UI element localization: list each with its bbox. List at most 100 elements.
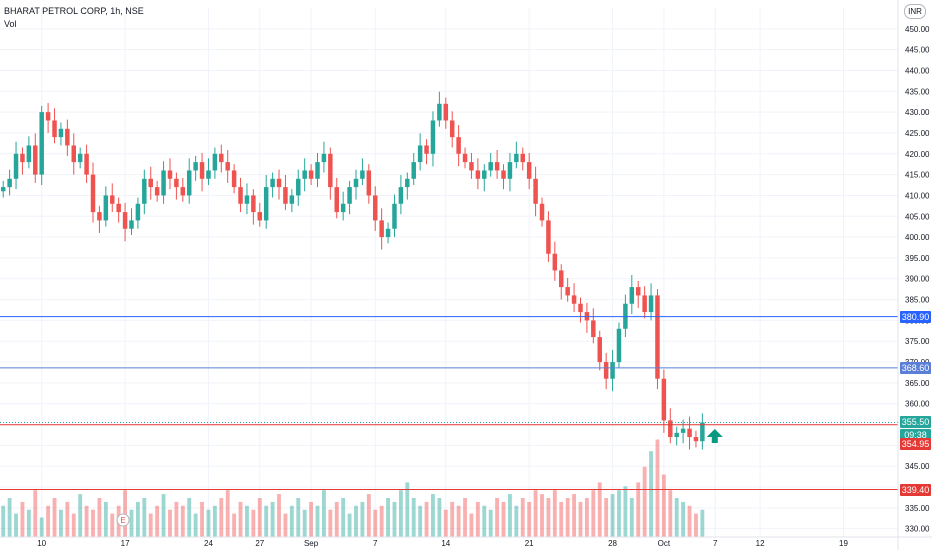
volume-bar xyxy=(469,513,474,537)
volume-bar xyxy=(84,505,89,537)
time-tick-label: 14 xyxy=(441,539,450,548)
volume-bar xyxy=(321,490,326,537)
arrow-shape xyxy=(706,429,723,444)
volume-bar xyxy=(687,505,692,537)
volume-bar xyxy=(168,509,172,537)
time-tick-label: 12 xyxy=(756,539,765,548)
volume-bar xyxy=(289,505,294,537)
candle-body xyxy=(0,187,6,192)
volume-bar xyxy=(475,501,480,537)
candle-body xyxy=(244,195,250,204)
volume-bar xyxy=(315,505,320,537)
candle-body xyxy=(597,337,602,363)
price-tick-label: 385.00 xyxy=(905,296,930,305)
price-tick-label: 450.00 xyxy=(905,25,930,34)
volume-bar xyxy=(456,505,461,537)
time-tick-label: 19 xyxy=(839,539,848,548)
candle-body xyxy=(398,187,404,204)
price-tag: 368.60 xyxy=(900,361,931,374)
volume-bar xyxy=(33,490,38,537)
symbol-title[interactable]: BHARAT PETROL CORP, 1h, NSE xyxy=(4,6,144,16)
candle-body xyxy=(296,178,301,196)
volume-bar xyxy=(617,490,621,537)
volume-bar xyxy=(187,498,192,537)
candle-body xyxy=(411,162,416,179)
price-tick-label: 410.00 xyxy=(905,191,930,200)
price-tick-label: 445.00 xyxy=(905,46,930,55)
candle-body xyxy=(443,103,449,121)
candle-body xyxy=(610,362,615,379)
volume-bar xyxy=(546,498,551,537)
candle-body xyxy=(700,422,705,442)
earnings-marker xyxy=(116,513,130,527)
price-tick-label: 435.00 xyxy=(905,87,930,96)
candle-body xyxy=(366,170,372,196)
volume-bar xyxy=(405,482,410,537)
candle-body xyxy=(488,162,493,171)
candle-body xyxy=(668,420,673,438)
candle-body xyxy=(84,153,89,175)
candle-body xyxy=(7,178,12,188)
price-tick-label: 425.00 xyxy=(905,129,930,138)
currency-badge[interactable]: INR xyxy=(904,4,926,19)
volume-bar xyxy=(148,513,153,537)
candle-body xyxy=(559,270,564,288)
price-tag: 354.95 xyxy=(900,438,931,451)
volume-label[interactable]: Vol xyxy=(4,19,17,29)
time-tick-label: 10 xyxy=(37,539,46,548)
volume-bar xyxy=(431,494,435,537)
candle-body xyxy=(482,170,487,179)
time-tick-label: 24 xyxy=(204,539,213,548)
candle-body xyxy=(193,162,198,171)
candle-body xyxy=(103,195,109,221)
volume-bar xyxy=(309,501,314,537)
volume-bar xyxy=(578,501,583,537)
candle-body xyxy=(565,287,570,296)
volume-bar xyxy=(584,498,589,537)
candle-body xyxy=(65,128,70,146)
candle-body xyxy=(52,120,57,138)
volume-bar xyxy=(39,517,44,537)
time-tick-label: 17 xyxy=(121,539,130,548)
candle-body xyxy=(39,112,44,175)
volume-bar xyxy=(71,513,76,537)
candle-body xyxy=(661,378,667,421)
price-tick-label: 345.00 xyxy=(905,462,930,471)
volume-bar xyxy=(283,513,288,537)
volume-bar xyxy=(591,490,596,537)
volume-bar xyxy=(366,494,371,537)
candle-body xyxy=(328,153,333,188)
volume-bar xyxy=(212,505,217,537)
volume-bar xyxy=(232,513,237,537)
candle-body xyxy=(219,153,224,163)
candle-body xyxy=(231,170,237,188)
volume-bar xyxy=(59,509,63,537)
candle-body xyxy=(469,162,474,171)
candle-body xyxy=(122,212,128,229)
volume-bar xyxy=(700,509,705,537)
volume-bar xyxy=(520,498,525,537)
price-tick-label: 335.00 xyxy=(905,504,930,513)
volume-bar xyxy=(398,490,403,537)
legend: BHARAT PETROL CORP, 1h, NSE Vol xyxy=(4,5,144,31)
candle-body xyxy=(578,303,583,313)
volume-bar xyxy=(347,513,352,537)
candle-body xyxy=(321,153,327,163)
candle-body xyxy=(462,153,468,163)
candle-body xyxy=(180,187,186,196)
candle-body xyxy=(475,170,481,179)
volume-bar xyxy=(7,498,12,537)
volume-bar xyxy=(251,509,256,537)
volume-bar xyxy=(604,498,609,537)
volume-bar xyxy=(694,513,698,537)
time-tick-label: 21 xyxy=(525,539,534,548)
candle-body xyxy=(206,170,211,179)
time-tick-label: Sep xyxy=(304,539,319,548)
volume-bar xyxy=(655,439,660,537)
candle-body xyxy=(154,187,160,196)
candle-body xyxy=(263,187,269,221)
volume-bar xyxy=(206,509,211,537)
candle-body xyxy=(591,320,596,338)
volume-bar xyxy=(78,494,83,537)
